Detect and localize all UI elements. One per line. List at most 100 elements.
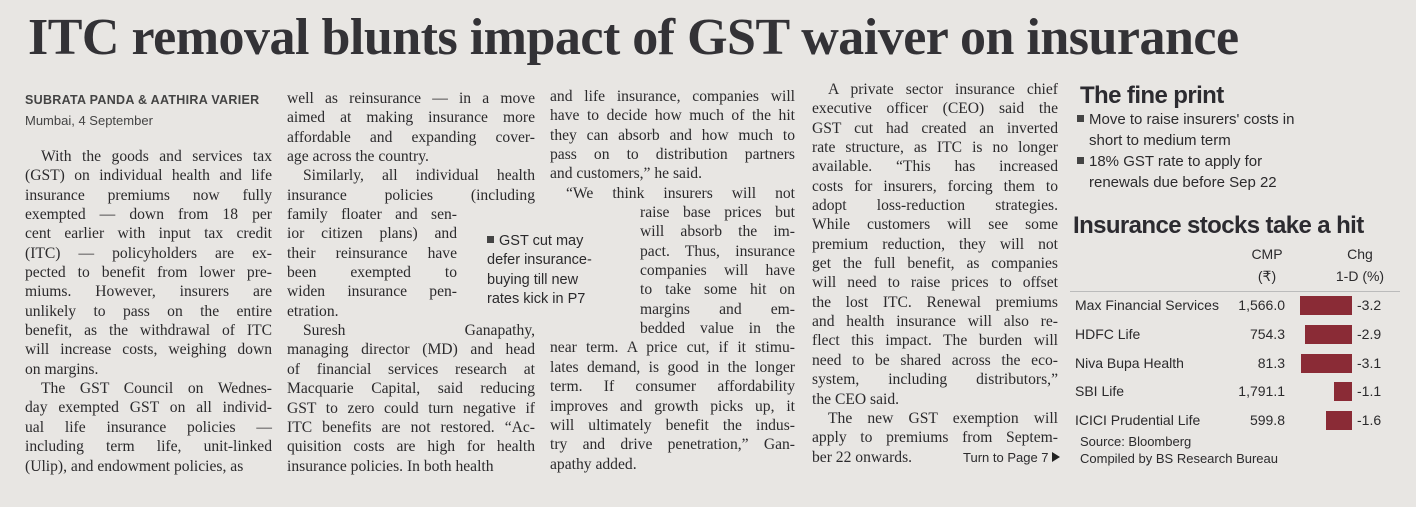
text-line: improves and growth picks up, it [550,397,795,415]
change-label: -1.1 [1357,383,1382,400]
text-line: insurance policies. In both health [287,457,494,475]
text-line: of financial services research at [287,360,535,378]
column-header: CMP [1251,246,1283,262]
text-line: GST to zero could turn negative if [287,399,535,417]
text-line: they can absorb and how much to [550,126,795,144]
bullet [487,236,494,243]
text-line: and health insurance will also re- [812,313,1058,331]
text-line: on margins. [25,360,99,378]
text-line: term. If consumer affordability [550,378,795,396]
text-line: and life insurance, companies will [550,88,795,105]
text-line: been exempted to [287,264,457,282]
change-label: -1.6 [1357,412,1382,429]
text-line: The GST Council on Wednes- [41,380,272,398]
text-line: exempted — down from 18 per [25,206,272,224]
text-line: margins and em- [640,300,795,318]
stocks-title: Insurance stocks take a hit [1073,212,1364,239]
byline: SUBRATA PANDA & AATHIRA VARIER [25,93,260,107]
text-line: (ITC) — policyholders are ex- [25,244,272,262]
stock-price: 1,791.1 [1238,383,1285,400]
text-line: will ultimately benefit the indus- [550,416,795,434]
text-line: will need to raise prices to offset [812,274,1058,292]
column: A private sector insurance chief executiv… [812,80,1058,467]
change-bar [1334,382,1352,402]
text-line: the lost ITC. Renewal premiums [812,293,1058,311]
credit: Compiled by BS Research Bureau [1080,451,1278,466]
text-line: costs for insurers, forcing them to [812,177,1058,195]
text-line: available. “This has increased [812,158,1058,176]
text-line: need to be shared across the eco- [812,351,1058,369]
sidebar-bullets: Move to raise insurers' costs in short to… [1077,109,1294,193]
stock-price: 599.8 [1249,412,1285,429]
text-line: “We think insurers will not [566,184,795,202]
text-line: widen insurance pen- [287,283,457,301]
pull-quote: GST cut may defer insurance-buying till n… [487,232,592,309]
text-line: will absorb the im- [640,223,795,241]
text-line: apply to premiums from Septem- [812,429,1058,447]
text-line: well as reinsurance — in a move [287,90,535,107]
text-line: pass on to distribution partners [550,146,795,164]
text-line: Macquarie Capital, said reducing [287,380,535,398]
text-line: age across the country. [287,148,429,166]
change-label: -3.2 [1357,297,1382,313]
text-line: While customers will see some [812,216,1058,234]
text-line: adopt loss-reduction strategies. [812,197,1058,215]
text-line: their reinsurance have [287,244,457,262]
stock-name: SBI Life [1075,383,1125,400]
text-line: Similarly, all individual health [303,167,535,185]
pull-quote-line: buying till new [487,271,579,288]
rule [1070,291,1400,292]
text-line: managing director (MD) and head [287,341,535,359]
stock-name: ICICI Prudential Life [1075,412,1201,429]
pull-quote-line: defer insurance- [487,252,592,269]
bullet-line: Move to raise insurers' costs in [1077,109,1294,130]
dateline: Mumbai, 4 September [25,113,153,128]
text-line: (GST) on individual health and life [25,167,272,185]
text-line: day exempted GST on all individ- [25,399,272,417]
column-header: (₹) [1257,268,1277,284]
text-line: GST cut had created an inverted [812,119,1058,137]
text-line: the CEO said. [812,390,900,408]
text-line: bedded value in the [640,320,795,338]
text-line: get the full benefit, as companies [812,255,1058,273]
bullet-line: short to medium term [1089,132,1231,149]
text-line: affordable and expanding cover- [287,128,535,146]
jump-link[interactable]: Turn to Page 7 [963,450,1061,465]
stock-price: 754.3 [1249,325,1285,342]
column-header: 1-D (%) [1335,268,1385,284]
text-line: unlikely to pass on the entire [25,302,272,320]
text-line: ITC benefits are not restored. “Ac- [287,418,535,436]
stock-name: HDFC Life [1075,325,1141,342]
text-line: Suresh Ganapathy, [303,322,535,340]
text-line: flect this impact. The burden will [812,332,1058,350]
text-line: miums. However, insurers are [25,283,272,301]
text-line: ual life insurance policies — [25,418,272,436]
stock-name: Max Financial Services [1075,297,1219,313]
text-line: A private sector insurance chief [828,81,1058,98]
text-line: companies will have [640,262,795,280]
text-line: apathy added. [550,455,637,473]
headline: ITC removal blunts impact of GST waiver … [28,9,1239,66]
text-line: lates demand, is good in the longer [550,358,795,376]
jump-text[interactable]: Turn to Page 7 [963,450,1049,465]
text-line: and customers,” he said. [550,165,702,183]
text-line: cent earlier with input tax credit [25,225,272,243]
text-line: have to decide how much of the hit [550,107,795,125]
text-line: benefit, as the withdrawal of ITC [25,322,272,340]
stock-price: 81.3 [1257,354,1285,371]
text-line: The new GST exemption will [828,409,1058,427]
sidebar-title: The fine print [1080,82,1224,109]
text-line: insurance premiums now fully [25,186,272,204]
column: well as reinsurance — in a move aimed at … [287,89,535,476]
column: and life insurance, companies will have t… [550,87,795,474]
stock-price: 1,566.0 [1238,297,1285,313]
bullet-line: 18% GST rate to apply for [1077,151,1294,172]
text-line: pected to benefit from lower pre- [25,264,272,282]
text-line: raise base prices but [640,204,795,222]
column: With the goods and services tax (GST) on … [25,147,272,476]
text-line: aimed at making insurance more [287,109,535,127]
text-line: system, including distributors,” [812,371,1058,389]
pull-quote-line: GST cut may [487,232,592,251]
text-line: will increase costs, weighing down [25,341,272,359]
